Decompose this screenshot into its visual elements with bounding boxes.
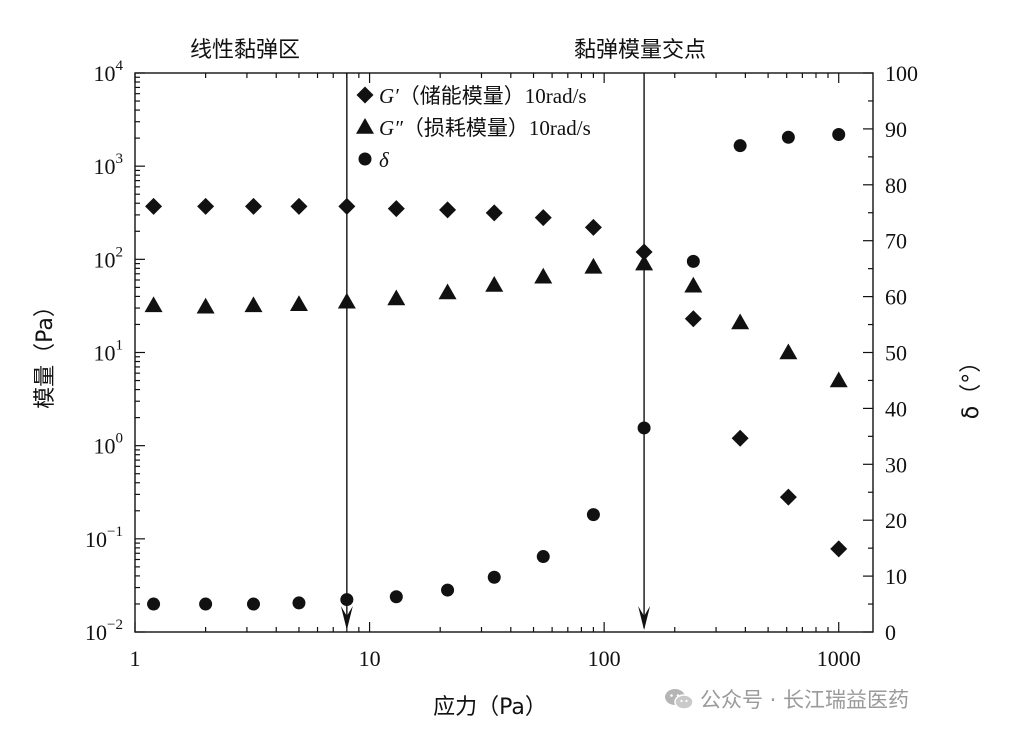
data-point-triangle bbox=[731, 313, 750, 330]
yl-tick-label: 101 bbox=[94, 338, 124, 366]
data-point-circle bbox=[536, 550, 550, 564]
data-point-triangle bbox=[438, 283, 457, 300]
data-point-circle bbox=[441, 583, 455, 597]
y-axis-right: 0 10 20 30 40 50 60 70 80 90 100 bbox=[863, 61, 918, 645]
data-point-circle bbox=[340, 593, 354, 607]
yr-tick-label: 0 bbox=[885, 620, 896, 645]
annotation-arrowhead bbox=[638, 606, 651, 630]
data-point-circle bbox=[637, 421, 651, 435]
data-point-diamond bbox=[197, 197, 215, 215]
yr-tick-label: 30 bbox=[885, 452, 907, 477]
data-point-diamond bbox=[387, 200, 405, 218]
plot-border bbox=[134, 72, 874, 633]
legend-marker-triangle bbox=[356, 118, 374, 134]
data-point-triangle bbox=[534, 267, 553, 284]
yl-tick-label: 10−1 bbox=[85, 524, 123, 552]
x-tick-label: 100 bbox=[588, 646, 621, 671]
data-point-circle bbox=[733, 139, 747, 153]
yr-tick-label: 90 bbox=[885, 117, 907, 142]
yr-tick-label: 40 bbox=[885, 396, 907, 421]
data-point-triangle bbox=[337, 292, 356, 309]
x-tick-label: 1000 bbox=[817, 646, 861, 671]
data-point-triangle bbox=[779, 343, 798, 360]
y-axis-left-title: 模量（Pa） bbox=[33, 295, 58, 409]
data-point-diamond bbox=[635, 243, 653, 261]
data-markers bbox=[144, 127, 848, 611]
data-point-diamond bbox=[779, 488, 797, 506]
data-point-triangle bbox=[289, 295, 308, 311]
data-point-triangle bbox=[684, 276, 703, 293]
legend: G′（储能模量）10rad/s G″（损耗模量）10rad/s δ bbox=[356, 84, 591, 172]
yl-tick-label: 104 bbox=[94, 58, 124, 86]
data-point-circle bbox=[487, 570, 501, 584]
y-axis-left: 10−2 10−1 100 101 102 103 104 bbox=[85, 58, 145, 645]
data-point-circle bbox=[292, 596, 306, 610]
data-point-diamond bbox=[830, 540, 848, 558]
data-point-triangle bbox=[485, 276, 504, 292]
data-point-triangle bbox=[584, 257, 603, 274]
data-point-diamond bbox=[731, 429, 749, 447]
data-point-circle bbox=[246, 597, 260, 611]
legend-marker-circle bbox=[358, 152, 372, 166]
legend-entry: G′（储能模量）10rad/s bbox=[379, 84, 587, 108]
data-point-circle bbox=[586, 508, 600, 522]
legend-marker-diamond bbox=[356, 86, 374, 104]
yr-tick-label: 10 bbox=[885, 564, 907, 589]
data-point-triangle bbox=[387, 289, 406, 306]
data-point-diamond bbox=[584, 218, 602, 236]
series-diamond bbox=[145, 197, 848, 558]
data-point-circle bbox=[389, 590, 403, 604]
x-tick-label: 1 bbox=[130, 646, 141, 671]
annotation-label: 黏弹模量交点 bbox=[574, 38, 706, 63]
watermark-text: 公众号 · 长江瑞益医药 bbox=[700, 688, 910, 712]
yr-tick-label: 80 bbox=[885, 173, 907, 198]
data-point-circle bbox=[147, 597, 161, 611]
data-point-diamond bbox=[290, 197, 308, 215]
yl-tick-label: 103 bbox=[94, 151, 124, 179]
data-point-diamond bbox=[145, 197, 163, 215]
legend-entry: G″（损耗模量）10rad/s bbox=[379, 116, 591, 140]
data-point-circle bbox=[199, 597, 213, 611]
yr-tick-label: 70 bbox=[885, 229, 907, 254]
yl-tick-label: 100 bbox=[94, 431, 124, 459]
data-point-triangle bbox=[829, 371, 848, 388]
yr-tick-label: 60 bbox=[885, 285, 907, 310]
data-point-triangle bbox=[144, 296, 163, 313]
x-axis-title: 应力（Pa） bbox=[433, 695, 547, 720]
data-point-diamond bbox=[244, 197, 262, 215]
data-point-diamond bbox=[534, 209, 552, 227]
data-point-circle bbox=[781, 130, 795, 144]
data-point-triangle bbox=[635, 254, 654, 271]
legend-entry: δ bbox=[379, 148, 390, 172]
y-axis-right-title: δ（°） bbox=[959, 351, 984, 419]
annotation-arrowhead bbox=[340, 606, 353, 630]
data-point-diamond bbox=[485, 204, 503, 222]
yr-tick-label: 50 bbox=[885, 341, 907, 366]
data-point-triangle bbox=[196, 297, 215, 314]
watermark: 公众号 · 长江瑞益医药 bbox=[664, 682, 909, 716]
data-point-diamond bbox=[338, 197, 356, 215]
yr-tick-label: 100 bbox=[885, 61, 918, 86]
data-point-diamond bbox=[684, 310, 702, 328]
series-triangle bbox=[144, 254, 848, 388]
annotation-label: 线性黏弹区 bbox=[190, 38, 300, 63]
annotations: 线性黏弹区 黏弹模量交点 bbox=[190, 38, 706, 630]
plot-frame bbox=[134, 72, 874, 633]
yr-tick-label: 20 bbox=[885, 508, 907, 533]
yl-tick-label: 10−2 bbox=[85, 617, 123, 645]
x-axis: 1 10 100 1000 bbox=[130, 73, 861, 671]
x-tick-label: 10 bbox=[359, 646, 381, 671]
wechat-icon bbox=[665, 689, 694, 710]
data-point-triangle bbox=[244, 296, 263, 313]
data-point-diamond bbox=[439, 201, 457, 219]
yl-tick-label: 102 bbox=[94, 244, 124, 272]
data-point-circle bbox=[686, 254, 700, 268]
data-point-circle bbox=[832, 127, 846, 141]
series-circle bbox=[147, 127, 846, 611]
